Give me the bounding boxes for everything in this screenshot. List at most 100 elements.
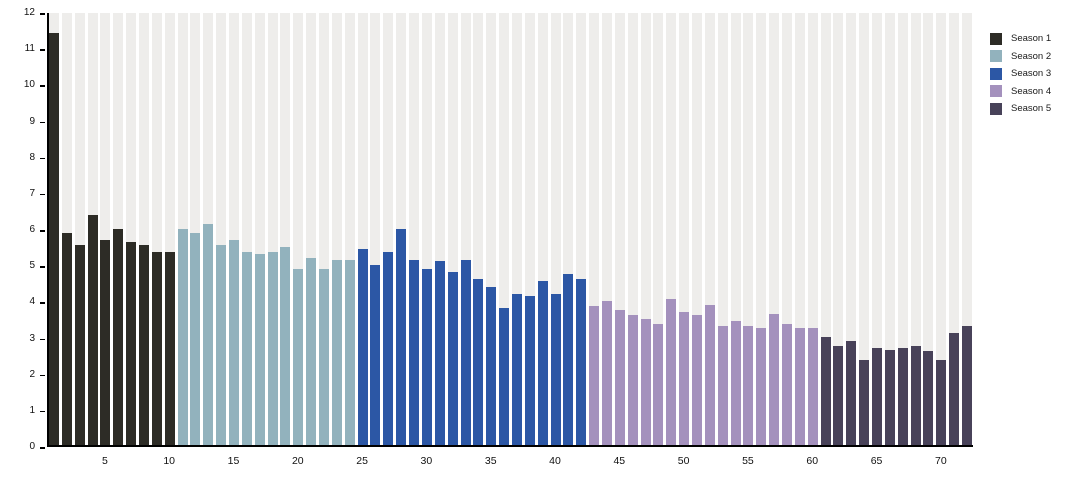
episode-column-29 <box>409 13 420 445</box>
season-5-bar-ep-67 <box>897 347 908 445</box>
episode-column-58 <box>781 13 792 445</box>
season-4-bar-ep-49 <box>666 299 677 445</box>
season-5-bar-ep-64 <box>859 360 870 445</box>
episode-column-46 <box>627 13 638 445</box>
season-4-bar-ep-47 <box>640 319 651 445</box>
y-tick-mark-7 <box>40 193 45 196</box>
legend-label: Season 4 <box>1011 85 1052 97</box>
season-4-bar-ep-53 <box>717 326 728 445</box>
episode-column-4 <box>87 13 98 445</box>
y-tick-label-11: 11 <box>24 43 35 55</box>
episode-column-3 <box>74 13 85 445</box>
x-tick-label-30: 30 <box>420 455 433 467</box>
season-3-bar-ep-37 <box>511 293 522 445</box>
episode-column-36 <box>499 13 510 445</box>
season-4-bar-ep-50 <box>679 311 690 445</box>
y-tick-mark-12 <box>40 13 45 15</box>
season-4-bar-ep-51 <box>691 315 702 445</box>
episode-column-71 <box>949 13 960 445</box>
episode-column-28 <box>396 13 407 445</box>
episode-column-17 <box>254 13 265 445</box>
episode-column-61 <box>820 13 831 445</box>
season-3-bar-ep-26 <box>370 265 381 445</box>
episode-column-15 <box>229 13 240 445</box>
season-3-bar-ep-32 <box>447 272 458 445</box>
episode-column-34 <box>473 13 484 445</box>
legend-item-season-2: Season 2 <box>990 50 1051 63</box>
season-3-bar-ep-29 <box>409 259 420 445</box>
season-5-bar-ep-61 <box>820 337 831 445</box>
season-4-bar-ep-57 <box>769 313 780 445</box>
season-4-bar-ep-56 <box>756 328 767 445</box>
episode-column-48 <box>653 13 664 445</box>
y-tick-label-10: 10 <box>23 79 35 91</box>
season-5-bar-ep-66 <box>884 349 895 445</box>
episode-column-62 <box>833 13 844 445</box>
episode-column-9 <box>151 13 162 445</box>
episode-column-16 <box>241 13 252 445</box>
y-tick-label-2: 2 <box>29 368 35 380</box>
legend-swatch-icon <box>990 85 1002 97</box>
y-tick-mark-6 <box>40 230 45 232</box>
season-1-bar-ep-2 <box>61 232 72 445</box>
episode-column-30 <box>421 13 432 445</box>
episode-column-42 <box>576 13 587 445</box>
episode-column-8 <box>139 13 150 445</box>
episode-column-43 <box>589 13 600 445</box>
season-1-bar-ep-8 <box>139 245 150 445</box>
season-2-bar-ep-13 <box>203 223 214 445</box>
episode-column-22 <box>319 13 330 445</box>
season-2-bar-ep-12 <box>190 232 201 445</box>
season-1-bar-ep-5 <box>100 239 111 445</box>
season-4-bar-ep-55 <box>743 326 754 445</box>
episode-column-53 <box>717 13 728 445</box>
episode-column-63 <box>846 13 857 445</box>
episode-column-40 <box>550 13 561 445</box>
x-tick-label-65: 65 <box>870 455 883 467</box>
legend-item-season-3: Season 3 <box>990 67 1051 80</box>
legend-swatch-icon <box>990 102 1002 115</box>
episode-column-26 <box>370 13 381 445</box>
season-4-bar-ep-46 <box>627 315 638 445</box>
episode-column-49 <box>666 13 677 445</box>
y-tick-mark-5 <box>40 266 45 268</box>
legend-label: Season 1 <box>1011 33 1052 44</box>
legend-label: Season 5 <box>1011 103 1052 114</box>
y-tick-label-3: 3 <box>29 332 35 344</box>
episode-column-72 <box>962 13 973 445</box>
y-tick-mark-1 <box>40 410 45 413</box>
episode-column-69 <box>923 13 934 445</box>
season-2-bar-ep-22 <box>319 268 330 445</box>
legend-item-season-4: Season 4 <box>990 85 1051 98</box>
season-3-bar-ep-38 <box>524 295 535 445</box>
episode-column-55 <box>743 13 754 445</box>
season-3-bar-ep-39 <box>537 281 548 445</box>
episode-column-2 <box>61 13 72 445</box>
episode-column-38 <box>524 13 535 445</box>
season-2-bar-ep-16 <box>241 252 252 445</box>
episode-column-1 <box>49 13 59 445</box>
episode-column-27 <box>383 13 394 445</box>
episode-column-31 <box>434 13 445 445</box>
y-tick-label-1: 1 <box>29 404 35 416</box>
season-2-bar-ep-21 <box>306 257 317 445</box>
episode-column-14 <box>216 13 227 445</box>
episode-column-67 <box>897 13 908 445</box>
season-3-bar-ep-28 <box>396 229 407 445</box>
season-3-bar-ep-30 <box>421 268 432 445</box>
legend-label: Season 3 <box>1011 68 1052 79</box>
x-tick-label-50: 50 <box>677 455 690 467</box>
episode-column-50 <box>679 13 690 445</box>
y-tick-label-5: 5 <box>29 260 35 272</box>
season-2-bar-ep-17 <box>254 254 265 445</box>
legend-label: Season 2 <box>1011 50 1052 62</box>
legend-swatch-icon <box>990 32 1002 45</box>
episode-column-5 <box>100 13 111 445</box>
episode-column-33 <box>460 13 471 445</box>
season-1-bar-ep-6 <box>113 229 124 445</box>
episode-column-66 <box>884 13 895 445</box>
y-tick-mark-2 <box>40 374 45 377</box>
episode-column-39 <box>537 13 548 445</box>
season-1-bar-ep-9 <box>151 252 162 445</box>
